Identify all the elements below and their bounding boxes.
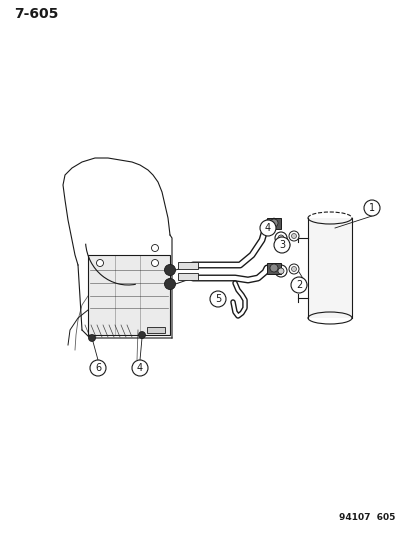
- Text: 4: 4: [264, 223, 271, 233]
- Text: 4: 4: [137, 363, 143, 373]
- Circle shape: [209, 291, 225, 307]
- Circle shape: [274, 265, 286, 277]
- Circle shape: [88, 335, 95, 342]
- Bar: [178, 273, 197, 280]
- Circle shape: [277, 235, 283, 241]
- Text: 3: 3: [278, 240, 285, 250]
- Bar: [307, 218, 351, 318]
- Bar: [178, 262, 197, 269]
- Circle shape: [138, 332, 145, 338]
- Circle shape: [269, 264, 277, 272]
- Circle shape: [164, 279, 175, 289]
- Circle shape: [151, 260, 158, 266]
- Circle shape: [90, 360, 106, 376]
- Circle shape: [288, 231, 298, 241]
- Text: 2: 2: [295, 280, 301, 290]
- Text: 5: 5: [214, 294, 221, 304]
- Circle shape: [274, 232, 286, 244]
- Bar: [266, 218, 280, 229]
- Circle shape: [290, 277, 306, 293]
- Circle shape: [291, 266, 296, 271]
- Circle shape: [96, 260, 103, 266]
- Circle shape: [288, 264, 298, 274]
- Circle shape: [291, 233, 296, 238]
- Bar: [147, 327, 165, 333]
- Circle shape: [363, 200, 379, 216]
- Text: 1: 1: [368, 203, 374, 213]
- Circle shape: [151, 245, 158, 252]
- Bar: [266, 263, 280, 274]
- Circle shape: [259, 220, 275, 236]
- Circle shape: [277, 268, 283, 274]
- Text: 6: 6: [95, 363, 101, 373]
- Bar: [88, 255, 170, 335]
- Circle shape: [132, 360, 147, 376]
- Circle shape: [269, 219, 277, 227]
- Text: 94107  605: 94107 605: [338, 513, 394, 522]
- Circle shape: [273, 237, 289, 253]
- Circle shape: [164, 264, 175, 276]
- Text: 7-605: 7-605: [14, 7, 58, 21]
